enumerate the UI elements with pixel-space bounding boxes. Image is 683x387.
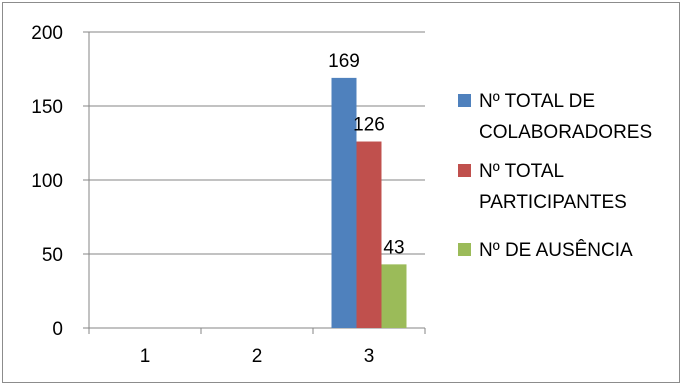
- bar-3-3: [381, 264, 407, 328]
- legend-label: Nº DE AUSÊNCIA: [479, 239, 633, 261]
- data-label: 169: [328, 51, 360, 72]
- legend-marker-3: [458, 243, 471, 256]
- data-label: 126: [353, 115, 385, 136]
- legend-label: PARTICIPANTES: [479, 192, 627, 213]
- legend: Nº TOTAL DE COLABORADORES Nº TOTAL PARTICIP…: [458, 91, 652, 261]
- legend-marker-1: [458, 94, 471, 107]
- x-tick-label: 1: [140, 346, 151, 367]
- y-tick-label: 150: [31, 97, 63, 118]
- y-tick-label: 0: [52, 319, 63, 340]
- legend-label: Nº TOTAL: [479, 161, 564, 182]
- bars: [331, 77, 407, 328]
- legend-label: COLABORADORES: [479, 122, 652, 143]
- data-label: 43: [383, 237, 404, 258]
- legend-label: Nº TOTAL DE: [479, 91, 595, 112]
- bar-2-3: [356, 141, 382, 328]
- y-tick-label: 200: [31, 23, 63, 44]
- bar-1-3: [331, 77, 357, 328]
- y-tick-labels: 0 50 100 150 200: [31, 23, 63, 340]
- y-tick-label: 50: [42, 245, 63, 266]
- bar-chart: 0 50 100 150 200 1 2 3 169 126 43 Nº TOTAL DE COL…: [31, 23, 652, 367]
- x-tick-label: 2: [252, 346, 263, 367]
- chart-frame: 0 50 100 150 200 1 2 3 169 126 43 Nº TOTAL DE COL…: [2, 2, 680, 383]
- data-labels: 169 126 43: [328, 51, 404, 258]
- x-tick-labels: 1 2 3: [140, 346, 375, 367]
- legend-marker-2: [458, 164, 471, 177]
- y-tick-label: 100: [31, 171, 63, 192]
- x-tick-label: 3: [364, 346, 375, 367]
